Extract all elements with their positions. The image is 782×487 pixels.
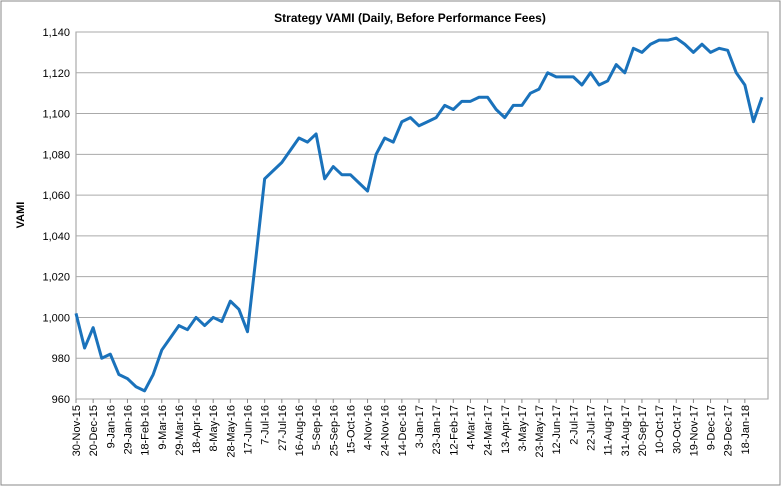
- x-tick-label: 9-Mar-16: [157, 405, 169, 450]
- data-line: [74, 36, 764, 393]
- x-tick-label: 9-Jan-16: [105, 405, 117, 448]
- x-tick-label: 2-Jul-17: [568, 405, 580, 445]
- x-tick-label: 7-Jul-16: [260, 405, 272, 445]
- x-tick-label: 20-Dec-15: [88, 405, 100, 456]
- x-tick-label: 4-Nov-16: [363, 405, 375, 450]
- x-tick-label: 24-Nov-16: [380, 405, 392, 456]
- chart-title: Strategy VAMI (Daily, Before Performance…: [274, 11, 546, 25]
- x-tick-label: 15-Oct-16: [345, 405, 357, 454]
- x-tick-label: 22-Jul-17: [586, 405, 598, 451]
- y-tick-label: 1,020: [42, 272, 70, 284]
- x-tick-label: 29-Mar-16: [174, 405, 186, 456]
- x-tick-label: 9-Dec-17: [706, 405, 718, 450]
- x-tick-label: 18-Apr-16: [191, 405, 203, 454]
- x-tick-label: 16-Aug-16: [294, 405, 306, 456]
- plot-area: [75, 31, 769, 400]
- x-tick-label: 18-Jan-18: [740, 405, 752, 455]
- x-tick-label: 19-Nov-17: [688, 405, 700, 456]
- y-tick-label: 1,120: [42, 68, 70, 80]
- x-tick-label: 5-Sep-16: [311, 405, 323, 450]
- x-tick-label: 20-Sep-17: [637, 405, 649, 456]
- y-tick-label: 1,080: [42, 149, 70, 161]
- x-tick-label: 4-Mar-17: [465, 405, 477, 450]
- x-tick-label: 13-Apr-17: [500, 405, 512, 454]
- x-tick-label: 12-Feb-17: [448, 405, 460, 456]
- y-tick-label: 1,100: [42, 109, 70, 121]
- y-axis-label: VAMI: [15, 202, 27, 229]
- x-tick-label: 14-Dec-16: [397, 405, 409, 456]
- x-tick-label: 17-Jun-16: [243, 405, 255, 455]
- x-tick-label: 25-Sep-16: [328, 405, 340, 456]
- y-tick-label: 1,140: [42, 27, 70, 39]
- x-tick-label: 18-Feb-16: [140, 405, 152, 456]
- x-tick-label: 3-May-17: [517, 405, 529, 451]
- y-tick-label: 1,000: [42, 312, 70, 324]
- x-tick-label: 8-May-16: [208, 405, 220, 451]
- x-tick-label: 12-Jun-17: [551, 405, 563, 455]
- y-tick-label: 980: [52, 353, 70, 365]
- y-tick-label: 960: [52, 394, 70, 406]
- x-tick-label: 27-Jul-16: [277, 405, 289, 451]
- x-tick-label: 24-Mar-17: [483, 405, 495, 456]
- x-tick-label: 28-May-16: [225, 405, 237, 458]
- x-tick-label: 29-Jan-16: [122, 405, 134, 455]
- x-tick-label: 31-Aug-17: [620, 405, 632, 456]
- x-tick-label: 11-Aug-17: [603, 405, 615, 456]
- y-tick-label: 1,060: [42, 190, 70, 202]
- x-tick-label: 10-Oct-17: [654, 405, 666, 454]
- y-tick-label: 1,040: [42, 231, 70, 243]
- x-tick-label: 30-Nov-15: [71, 405, 83, 456]
- x-tick-label: 29-Dec-17: [723, 405, 735, 456]
- x-tick-label: 3-Jan-17: [414, 405, 426, 448]
- x-tick-label: 30-Oct-17: [671, 405, 683, 454]
- x-tick-label: 23-Jan-17: [431, 405, 443, 455]
- x-tick-label: 23-May-17: [534, 405, 546, 458]
